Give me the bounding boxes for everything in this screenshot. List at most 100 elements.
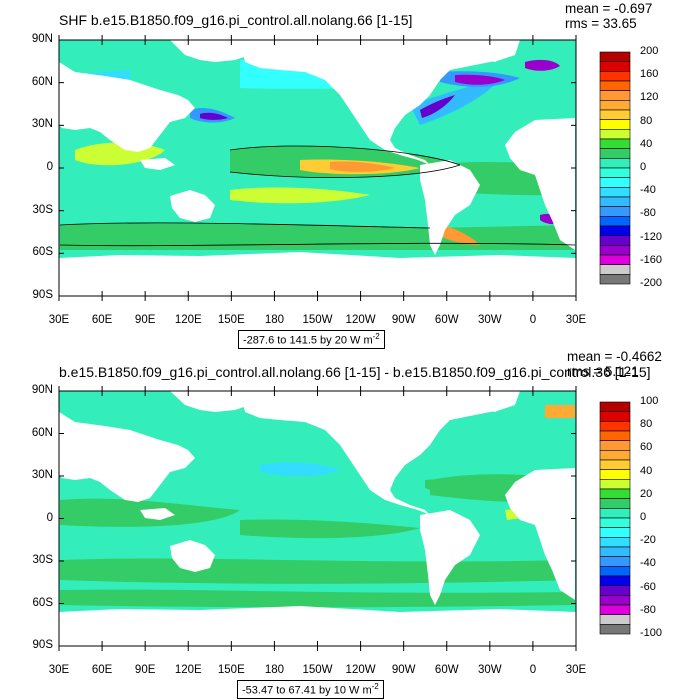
colorbar-label: -80 <box>640 603 656 616</box>
colorbar-label: -20 <box>640 534 656 547</box>
y-tick-label: 60S <box>32 596 53 609</box>
x-tick-label: 120W <box>345 664 376 676</box>
colorbar-swatch <box>599 430 631 441</box>
colorbar-swatch <box>599 575 631 586</box>
y-tick-label: 30S <box>32 554 53 566</box>
panel-2-range-label: -53.47 to 67.41 by 10 W m-2 <box>237 680 384 699</box>
x-tick-label: 150E <box>217 664 245 676</box>
x-tick-label: 150E <box>217 314 245 326</box>
y-tick-label: 90N <box>31 33 53 45</box>
panel-1-land <box>59 40 576 296</box>
panel-2-range-text: -53.47 to 67.41 by 10 W m <box>242 684 372 697</box>
colorbar-swatch <box>599 450 631 461</box>
colorbar-swatch <box>599 421 631 432</box>
y-tick-label: 90S <box>32 639 53 651</box>
colorbar-swatch <box>599 595 631 606</box>
x-tick-label: 90W <box>391 314 416 326</box>
panel-1-range-label: -287.6 to 141.5 by 20 W m-2 <box>238 330 385 349</box>
colorbar-label: 60 <box>640 441 653 454</box>
colorbar-swatch <box>599 459 631 470</box>
y-tick-label: 90N <box>31 384 53 396</box>
colorbar-swatch <box>599 508 631 519</box>
panel-2-land <box>59 391 576 646</box>
colorbar-swatch <box>599 546 631 557</box>
colorbar-label: 160 <box>640 68 659 81</box>
colorbar-label: 80 <box>640 114 653 127</box>
panel-1-contours <box>59 145 576 247</box>
colorbar-label: 120 <box>640 91 659 104</box>
colorbar-label: 0 <box>640 511 647 523</box>
colorbar-swatch <box>599 527 631 538</box>
x-tick-label: 120W <box>345 314 376 326</box>
panel-1-range-units: -2 <box>372 332 380 341</box>
colorbar-swatch <box>599 440 631 451</box>
x-tick-label: 120E <box>174 664 202 676</box>
colorbar-swatch <box>599 517 631 528</box>
colorbar-label: -120 <box>640 230 663 243</box>
colorbar-label: 0 <box>640 161 647 173</box>
panel-2-range-units: -2 <box>371 682 379 691</box>
panel-1-range-text: -287.6 to 141.5 by 20 W m <box>243 334 373 347</box>
colorbar-swatch <box>599 274 631 285</box>
colorbar-swatch <box>599 488 631 499</box>
colorbar-label: -160 <box>640 253 663 266</box>
x-tick-label: 60E <box>91 314 113 326</box>
colorbar-label: 200 <box>640 45 659 57</box>
x-tick-label: 30E <box>565 664 587 676</box>
y-tick-label: 60S <box>32 246 53 259</box>
colorbar-label: -60 <box>640 580 656 593</box>
colorbar-swatch <box>599 614 631 625</box>
panel-2-title: b.e15.B1850.f09_g16.pi_control.all.nolan… <box>59 364 651 380</box>
colorbar-swatch <box>599 537 631 548</box>
colorbar-swatch <box>599 469 631 480</box>
y-tick-label: 30N <box>31 118 53 131</box>
x-tick-label: 60W <box>434 664 459 676</box>
colorbar-swatch <box>599 604 631 615</box>
y-tick-label: 0 <box>46 161 53 173</box>
x-tick-label: 30W <box>478 314 502 326</box>
x-tick-label: 150W <box>302 314 333 326</box>
x-tick-label: 180 <box>264 664 284 676</box>
x-tick-label: 30E <box>565 314 587 326</box>
y-tick-label: 90S <box>32 289 53 301</box>
colorbar-swatch <box>599 624 631 635</box>
colorbar-swatch <box>599 479 631 490</box>
colorbar-label: -80 <box>640 207 656 220</box>
colorbar-label: -40 <box>640 557 656 570</box>
colorbar-label: 100 <box>640 395 659 407</box>
colorbar-swatch <box>599 498 631 509</box>
x-tick-label: 0 <box>529 314 537 326</box>
y-tick-label: 60N <box>31 75 53 88</box>
colorbar-label: 40 <box>640 137 653 150</box>
x-tick-label: 60W <box>434 314 459 326</box>
colorbar-swatch <box>599 566 631 577</box>
colorbar-label: -40 <box>640 184 656 197</box>
x-tick-label: 30E <box>48 314 70 326</box>
panel-1-mean: mean = -0.697 <box>565 1 653 16</box>
x-tick-label: 60E <box>91 664 113 676</box>
x-tick-label: 120E <box>174 314 202 326</box>
y-tick-label: 30N <box>31 469 53 481</box>
panel-1-ticks <box>58 35 577 301</box>
colorbar-swatch <box>599 556 631 567</box>
colorbar-label: 40 <box>640 464 653 477</box>
x-tick-label: 90E <box>134 664 156 676</box>
x-tick-label: 90E <box>134 314 156 326</box>
colorbar-swatch <box>599 411 631 422</box>
panel-2-ticks <box>58 386 577 651</box>
x-tick-label: 90W <box>391 664 416 676</box>
x-tick-label: 30W <box>478 664 502 676</box>
colorbar-swatch <box>599 401 631 412</box>
colorbar-label: -100 <box>640 627 663 639</box>
x-tick-label: 30E <box>48 664 70 676</box>
colorbar-label: -200 <box>640 277 663 289</box>
y-tick-label: 60N <box>31 426 53 439</box>
x-tick-label: 0 <box>529 664 537 676</box>
panel-2-rms: rms = 5.121 <box>567 364 639 379</box>
x-tick-label: 150W <box>302 664 333 676</box>
colorbar-swatch <box>599 585 631 596</box>
colorbar-label: 80 <box>640 418 653 431</box>
